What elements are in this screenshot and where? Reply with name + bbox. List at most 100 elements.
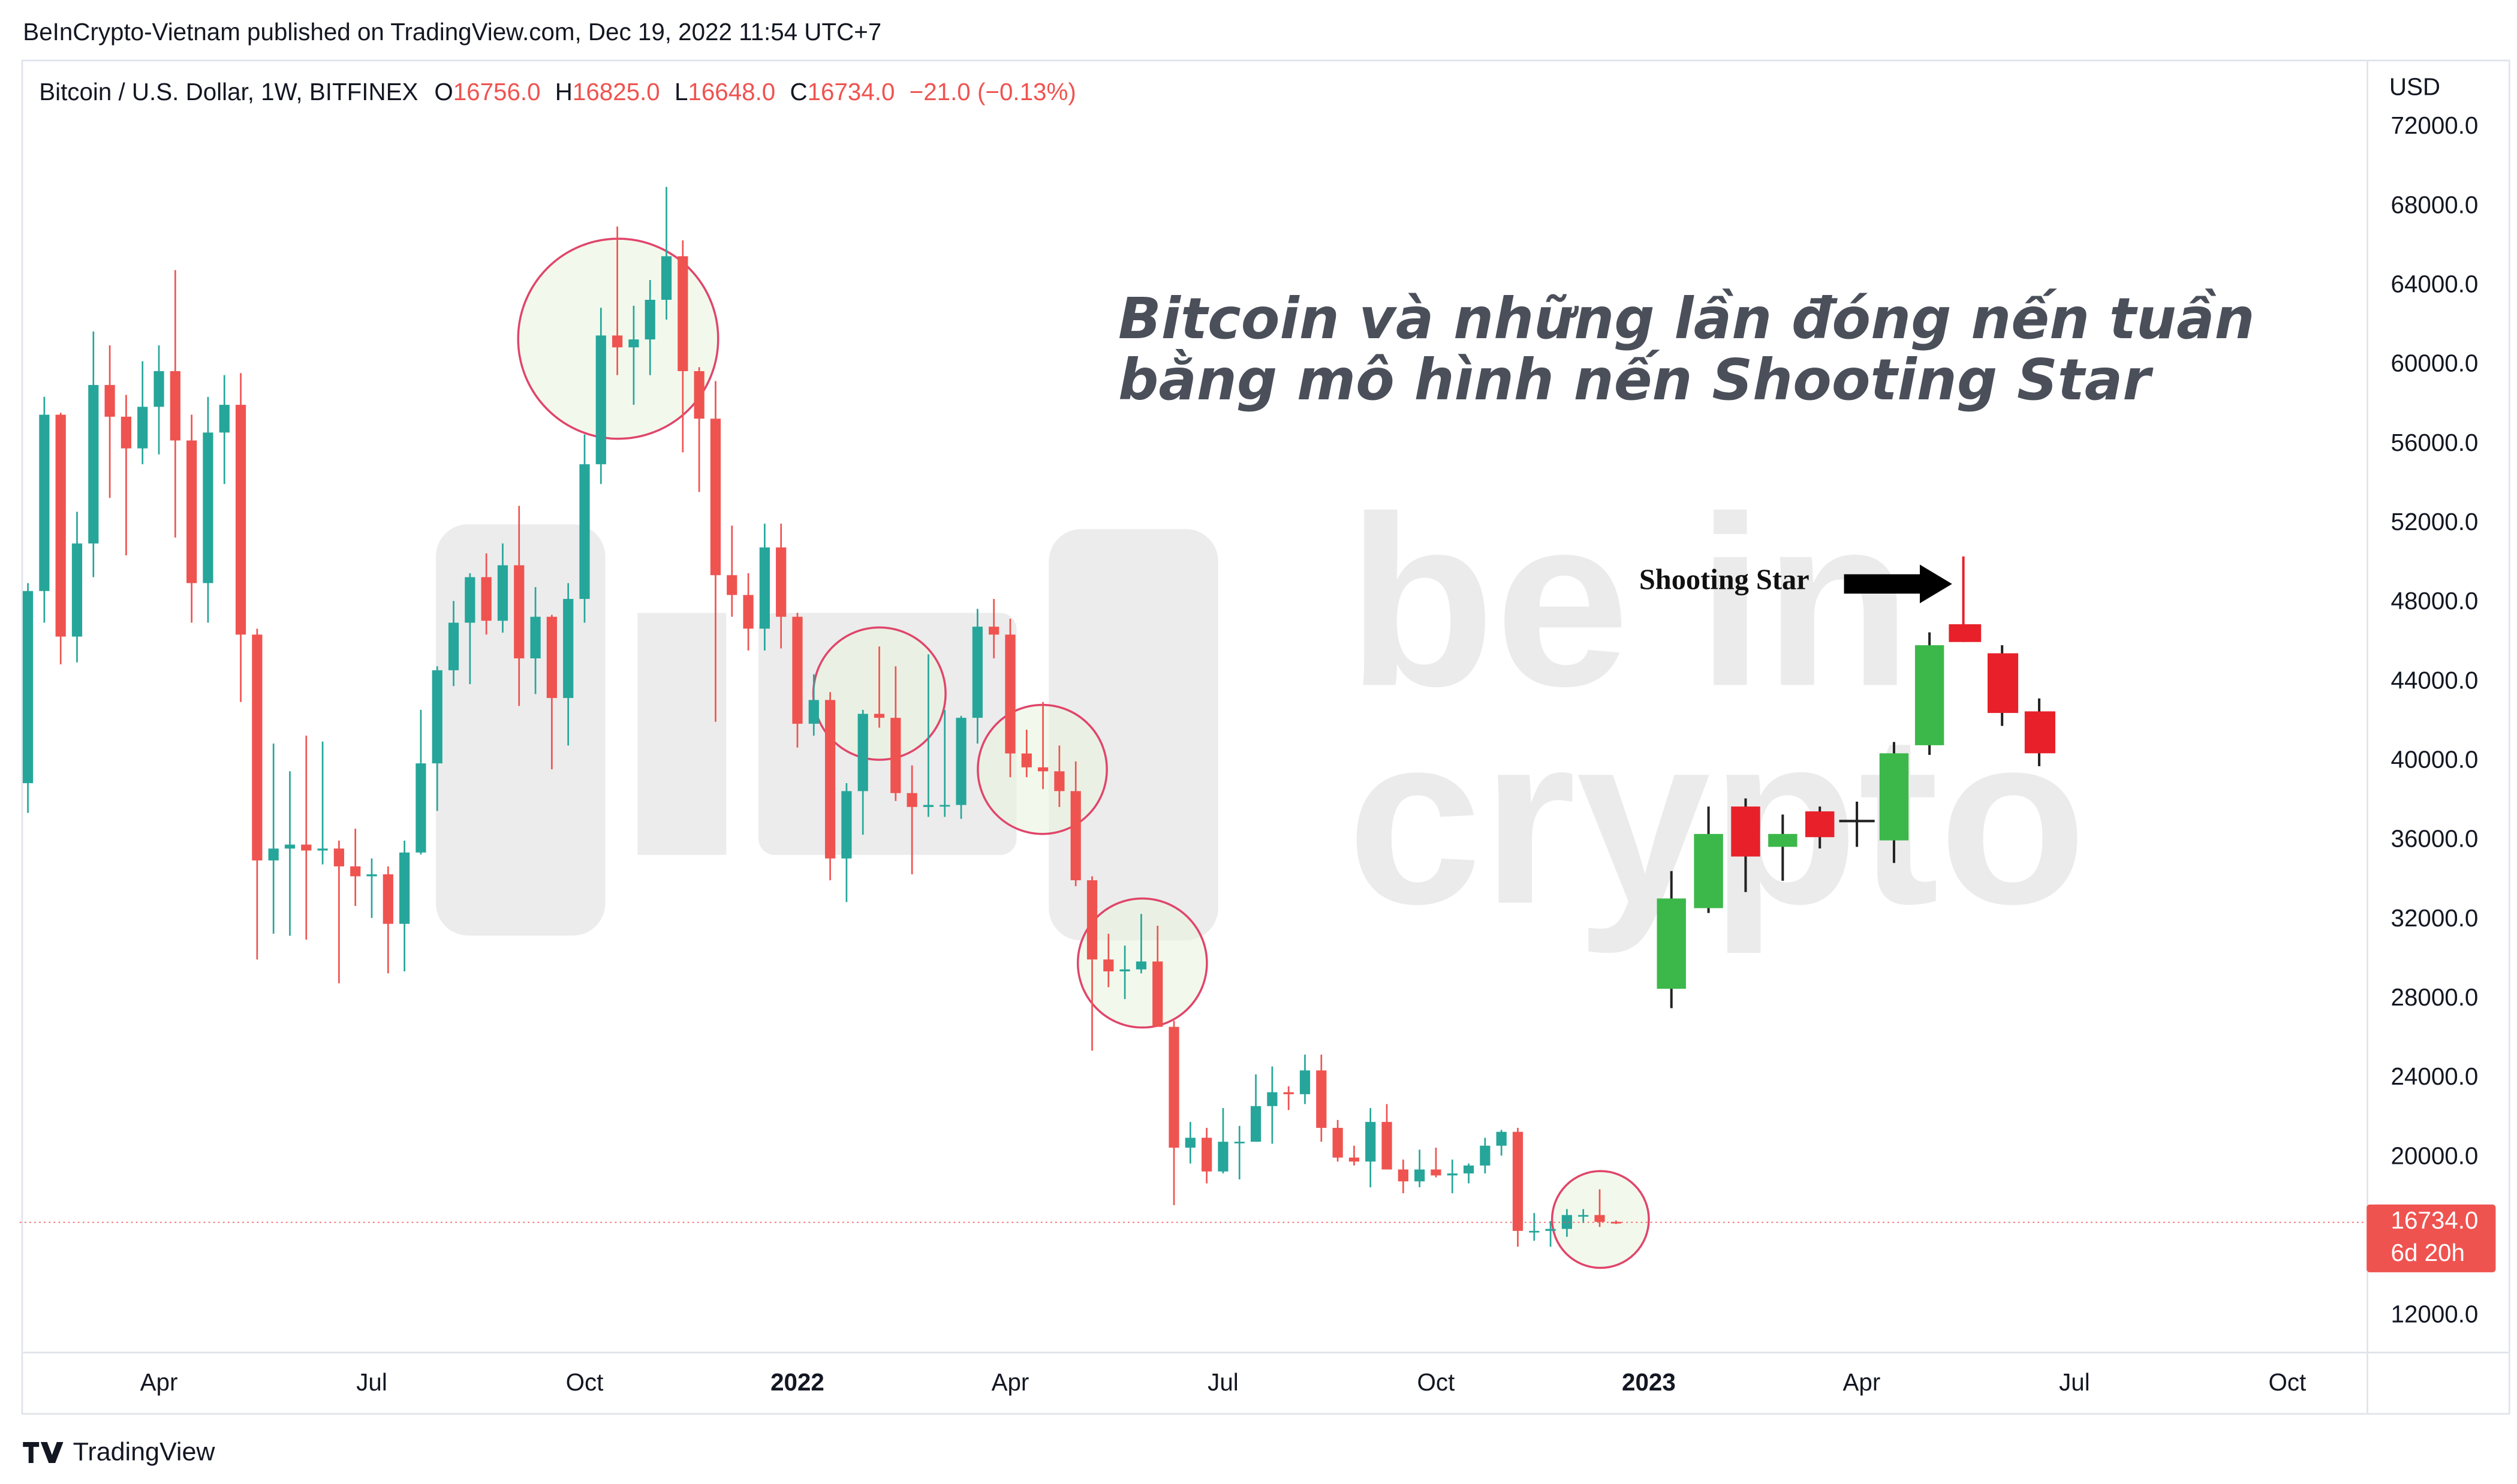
candle-body <box>1480 1145 1491 1166</box>
candle-body <box>1218 1142 1229 1172</box>
annotation-line: bằng mô hình nến Shooting Star <box>1118 348 2154 413</box>
x-tick-label: Jul <box>2059 1368 2090 1396</box>
candle-body <box>1447 1173 1458 1176</box>
y-tick-label: 72000.0 <box>2391 112 2479 139</box>
candle-body <box>186 440 197 583</box>
countdown: 6d 20h <box>2391 1239 2465 1266</box>
illustration-candle <box>1694 833 1723 908</box>
candle-body <box>1103 959 1114 972</box>
candle-body <box>710 419 721 576</box>
logo-block <box>1049 529 1218 941</box>
candle-body <box>874 714 885 718</box>
candle-body <box>824 700 836 859</box>
candle-body <box>743 595 754 629</box>
watermark-text: be in <box>1347 466 1912 736</box>
candle-body <box>1234 1142 1245 1143</box>
candle-body <box>268 848 279 861</box>
candle-body <box>1283 1092 1294 1094</box>
candle-body <box>55 414 66 637</box>
candle-body <box>1299 1070 1311 1094</box>
candle-body <box>1381 1122 1392 1170</box>
x-tick-label: 2022 <box>770 1368 824 1396</box>
candle-body <box>1332 1128 1343 1158</box>
y-tick-label: 44000.0 <box>2391 666 2479 694</box>
candle-body <box>694 371 704 419</box>
candle-body <box>448 622 459 670</box>
candle-body <box>1169 1027 1179 1148</box>
candle-body <box>235 405 246 635</box>
candle-body <box>170 371 180 441</box>
y-tick-label: 28000.0 <box>2391 983 2479 1011</box>
x-tick-label: Apr <box>992 1368 1029 1396</box>
candle-body <box>923 805 934 807</box>
candle-body <box>383 874 393 924</box>
y-tick-label: 60000.0 <box>2391 350 2479 377</box>
candle-body <box>1512 1131 1524 1231</box>
candle-body <box>595 335 606 465</box>
symbol-legend: Bitcoin / U.S. Dollar, 1W, BITFINEX O1675… <box>39 78 1076 106</box>
x-tick-label: Apr <box>140 1368 178 1396</box>
illustration-candle <box>1879 753 1909 841</box>
ohlc-key: H <box>555 78 573 106</box>
candle-body <box>88 385 99 544</box>
ohlc-key: O <box>434 78 453 106</box>
candle-body <box>22 591 34 784</box>
candle-body <box>39 414 50 591</box>
candle-body <box>1496 1131 1507 1146</box>
candle-body <box>890 718 901 793</box>
x-tick-label: Oct <box>1417 1368 1455 1396</box>
annotation-line: Bitcoin và những lần đóng nến tuần <box>1118 287 2255 352</box>
candle-body <box>284 844 296 849</box>
candle-body <box>563 598 574 699</box>
illustration-candle <box>1805 811 1835 838</box>
x-tick-label: Oct <box>2269 1368 2307 1396</box>
illustration-candle <box>1768 833 1798 847</box>
y-tick-label: 68000.0 <box>2391 191 2479 218</box>
candle-body <box>808 700 819 724</box>
y-tick-label: 56000.0 <box>2391 429 2479 456</box>
ohlc-key: L <box>675 78 688 106</box>
candle-body <box>972 627 983 718</box>
pattern-label: Shooting Star <box>1639 564 1810 595</box>
candle-body <box>219 405 230 433</box>
candle-body <box>645 300 655 340</box>
x-tick-label: Apr <box>1843 1368 1881 1396</box>
candle-body <box>1250 1106 1261 1142</box>
illustration-candle <box>1914 645 1944 745</box>
logo-block <box>435 524 606 936</box>
chart-frame <box>21 59 2510 1415</box>
candle-body <box>678 256 688 371</box>
y-tick-label: 64000.0 <box>2391 270 2479 298</box>
change: −21.0 (−0.13%) <box>910 78 1076 106</box>
candle-body <box>907 793 917 807</box>
candle-body <box>1267 1092 1278 1106</box>
candle-body <box>661 256 672 300</box>
candle-body <box>530 616 541 659</box>
candle-body <box>252 634 263 861</box>
candle-body <box>1414 1169 1425 1182</box>
x-tick-label: Oct <box>566 1368 604 1396</box>
candle-body <box>1463 1165 1474 1174</box>
brand-name: TradingView <box>73 1437 216 1466</box>
candle-body <box>1202 1137 1212 1172</box>
candle-body <box>1119 969 1130 972</box>
candle-body <box>1086 880 1098 960</box>
ohlc-key: C <box>790 78 807 106</box>
candle-body <box>514 565 525 659</box>
candle-body <box>1578 1215 1589 1217</box>
candle-body <box>1316 1070 1327 1128</box>
candle-body <box>1545 1229 1556 1231</box>
candle-body <box>1594 1215 1605 1222</box>
candle-body <box>203 432 213 583</box>
candle-body <box>1136 961 1147 970</box>
candle-body <box>1431 1169 1441 1176</box>
candle-body <box>956 718 967 805</box>
candle-body <box>857 714 868 791</box>
candles <box>22 186 1621 1247</box>
candle-body <box>497 565 508 621</box>
candle-body <box>1348 1157 1360 1162</box>
pattern-illustration: Shooting Star <box>1639 556 2055 1009</box>
candle-body <box>1152 961 1163 1027</box>
candle-body <box>1021 753 1032 767</box>
